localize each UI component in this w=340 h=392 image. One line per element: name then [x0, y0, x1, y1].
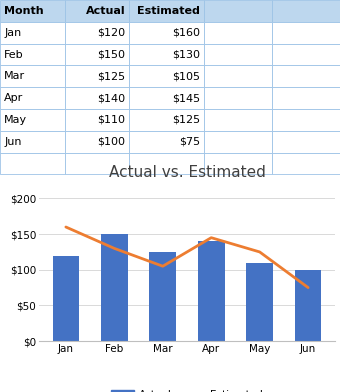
Bar [150, 252, 176, 341]
Title: Actual vs. Estimated: Actual vs. Estimated [108, 165, 266, 180]
Bar [65, 131, 129, 152]
Text: $75: $75 [179, 137, 200, 147]
Text: Estimated: Estimated [137, 6, 200, 16]
Bar [65, 109, 129, 131]
Bar [204, 22, 272, 44]
Bar [65, 152, 129, 174]
Bar [272, 109, 340, 131]
Text: $110: $110 [97, 115, 125, 125]
Bar [65, 22, 129, 44]
Text: $145: $145 [172, 93, 200, 103]
Bar [272, 152, 340, 174]
Text: Month: Month [4, 6, 44, 16]
Bar [204, 152, 272, 174]
Bar [204, 87, 272, 109]
Bar [204, 65, 272, 87]
Text: $160: $160 [172, 28, 200, 38]
Text: Mar: Mar [4, 71, 25, 81]
Bar [129, 65, 204, 87]
Bar [65, 87, 129, 109]
Text: May: May [4, 115, 27, 125]
Bar [272, 22, 340, 44]
Bar [0, 109, 65, 131]
Text: $125: $125 [97, 71, 125, 81]
Bar [129, 131, 204, 152]
Bar [0, 87, 65, 109]
Bar [272, 65, 340, 87]
Bar [65, 44, 129, 65]
Bar [101, 234, 128, 341]
Text: Apr: Apr [4, 93, 23, 103]
Text: $100: $100 [97, 137, 125, 147]
Bar [204, 109, 272, 131]
Bar [129, 152, 204, 174]
Text: Feb: Feb [4, 49, 24, 60]
Bar [198, 241, 224, 341]
Text: Actual: Actual [85, 6, 125, 16]
Text: $125: $125 [172, 115, 200, 125]
Text: $150: $150 [97, 49, 125, 60]
Legend: Actual, Estimated: Actual, Estimated [107, 385, 267, 392]
Bar [129, 22, 204, 44]
Bar [129, 0, 204, 22]
Bar [272, 87, 340, 109]
Bar [0, 152, 65, 174]
Bar [246, 263, 273, 341]
Bar [204, 0, 272, 22]
Bar [65, 65, 129, 87]
Bar [129, 109, 204, 131]
Bar [0, 22, 65, 44]
Bar [0, 0, 65, 22]
Bar [295, 270, 321, 341]
Bar [129, 87, 204, 109]
Text: $130: $130 [172, 49, 200, 60]
Text: Jun: Jun [4, 137, 21, 147]
Bar [204, 44, 272, 65]
Bar [0, 44, 65, 65]
Bar [53, 256, 79, 341]
Bar [65, 0, 129, 22]
Bar [204, 131, 272, 152]
Text: $105: $105 [172, 71, 200, 81]
Text: $140: $140 [97, 93, 125, 103]
Bar [272, 131, 340, 152]
Bar [129, 44, 204, 65]
Bar [0, 131, 65, 152]
Text: $120: $120 [97, 28, 125, 38]
Text: Jan: Jan [4, 28, 21, 38]
Bar [272, 44, 340, 65]
Bar [0, 65, 65, 87]
Bar [272, 0, 340, 22]
